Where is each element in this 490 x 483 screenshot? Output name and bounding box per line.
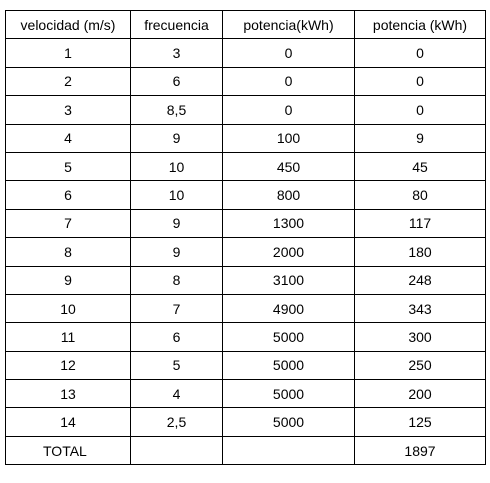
total-row: TOTAL 1897: [5, 435, 486, 466]
table-row: 14 2,5 5000 125: [5, 407, 486, 437]
table-cell: 4: [130, 379, 223, 409]
table-cell: 10: [130, 151, 223, 182]
table-cell: [222, 435, 355, 466]
table-cell: 2000: [222, 237, 355, 267]
table-cell: velocidad (m/s): [5, 9, 131, 40]
header-row: velocidad (m/s) frecuencia potencia(kWh) po…: [5, 9, 486, 40]
table-cell: [130, 435, 223, 466]
table-cell: 1897: [354, 435, 486, 466]
table-cell: 4: [5, 123, 131, 153]
table-cell: 5000: [222, 350, 355, 381]
table-row: 10 7 4900 343: [5, 293, 486, 324]
table-cell: frecuencia: [130, 9, 223, 40]
table-body: velocidad (m/s) frecuencia potencia(kWh) po…: [5, 9, 486, 466]
table-cell: 2: [5, 66, 131, 97]
table-cell: 8: [5, 237, 131, 267]
table-row: 7 9 1300 117: [5, 208, 486, 239]
table-row: 4 9 100 9: [5, 123, 486, 153]
table-cell: 10: [5, 293, 131, 324]
table-cell: 250: [354, 350, 486, 381]
table-cell: 8: [130, 265, 223, 295]
table-cell: 14: [5, 407, 131, 437]
table-cell: 12: [5, 350, 131, 381]
data-table: velocidad (m/s) frecuencia potencia(kWh) po…: [5, 9, 486, 466]
table-cell: TOTAL: [5, 435, 131, 466]
table-row: 3 8,5 0 0: [5, 95, 486, 125]
table-cell: 10: [130, 180, 223, 210]
table-cell: 3: [130, 38, 223, 68]
table-cell: 9: [130, 123, 223, 153]
table-row: 11 6 5000 300: [5, 322, 486, 352]
table-row: 9 8 3100 248: [5, 265, 486, 295]
table-cell: 6: [130, 322, 223, 352]
table-cell: 450: [222, 151, 355, 182]
table-cell: 9: [5, 265, 131, 295]
table-cell: 300: [354, 322, 486, 352]
table-cell: 1300: [222, 208, 355, 239]
table-cell: 4900: [222, 293, 355, 324]
table-cell: 0: [354, 95, 486, 125]
table-row: 12 5 5000 250: [5, 350, 486, 381]
table-cell: 0: [354, 38, 486, 68]
table-cell: 9: [130, 208, 223, 239]
table-cell: 100: [222, 123, 355, 153]
table-cell: 800: [222, 180, 355, 210]
table-cell: 0: [354, 66, 486, 97]
table-cell: 343: [354, 293, 486, 324]
table-cell: 8,5: [130, 95, 223, 125]
table-cell: 6: [5, 180, 131, 210]
table-cell: 80: [354, 180, 486, 210]
table-cell: 13: [5, 379, 131, 409]
table-cell: 180: [354, 237, 486, 267]
table-cell: 5: [5, 151, 131, 182]
table-cell: 200: [354, 379, 486, 409]
table-row: 8 9 2000 180: [5, 237, 486, 267]
table-cell: 5000: [222, 407, 355, 437]
table-cell: 5000: [222, 322, 355, 352]
table-cell: 5000: [222, 379, 355, 409]
table-cell: 3100: [222, 265, 355, 295]
table-cell: 248: [354, 265, 486, 295]
table-cell: 5: [130, 350, 223, 381]
table-row: 5 10 450 45: [5, 151, 486, 182]
table-cell: 7: [130, 293, 223, 324]
table-cell: 3: [5, 95, 131, 125]
table-cell: 1: [5, 38, 131, 68]
table-cell: 11: [5, 322, 131, 352]
table-cell: 0: [222, 66, 355, 97]
table-cell: 117: [354, 208, 486, 239]
table-cell: 125: [354, 407, 486, 437]
table-row: 6 10 800 80: [5, 180, 486, 210]
table-row: 13 4 5000 200: [5, 379, 486, 409]
table-cell: potencia(kWh): [222, 9, 355, 40]
table-cell: 0: [222, 38, 355, 68]
table-cell: 6: [130, 66, 223, 97]
table-cell: 9: [354, 123, 486, 153]
table-cell: 9: [130, 237, 223, 267]
table-cell: potencia (kWh): [354, 9, 486, 40]
table-cell: 2,5: [130, 407, 223, 437]
table-cell: 45: [354, 151, 486, 182]
table-cell: 0: [222, 95, 355, 125]
table-cell: 7: [5, 208, 131, 239]
